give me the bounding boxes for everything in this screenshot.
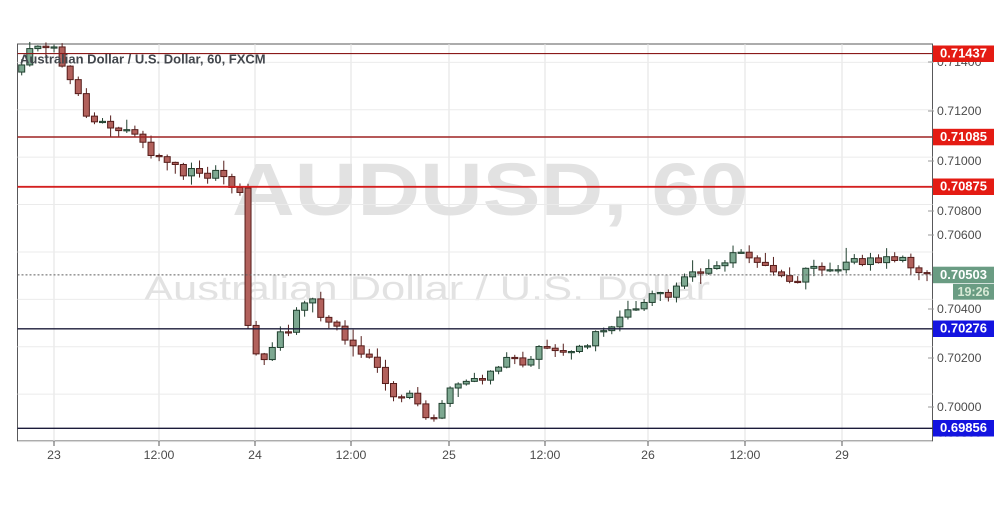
svg-text:AUDUSD, 60: AUDUSD, 60 bbox=[232, 148, 748, 231]
svg-text:0.70600: 0.70600 bbox=[937, 228, 982, 242]
svg-text:25: 25 bbox=[442, 448, 456, 462]
svg-text:0.69856: 0.69856 bbox=[940, 420, 987, 435]
svg-text:29: 29 bbox=[835, 448, 849, 462]
svg-text:26: 26 bbox=[641, 448, 655, 462]
svg-text:0.70200: 0.70200 bbox=[937, 351, 982, 365]
svg-text:Australian Dollar / U.S. Dolla: Australian Dollar / U.S. Dollar bbox=[144, 270, 710, 308]
svg-text:0.70875: 0.70875 bbox=[940, 179, 987, 194]
svg-text:12:00: 12:00 bbox=[530, 448, 561, 462]
svg-text:0.71085: 0.71085 bbox=[940, 129, 987, 144]
svg-text:0.71000: 0.71000 bbox=[937, 154, 982, 168]
svg-text:0.70800: 0.70800 bbox=[937, 204, 982, 218]
svg-text:0.71200: 0.71200 bbox=[937, 104, 982, 118]
svg-text:12:00: 12:00 bbox=[730, 448, 761, 462]
svg-text:0.70400: 0.70400 bbox=[937, 302, 982, 316]
svg-text:12:00: 12:00 bbox=[336, 448, 367, 462]
svg-text:Australian Dollar / U.S. Dolla: Australian Dollar / U.S. Dollar, 60, FXC… bbox=[20, 52, 266, 67]
svg-text:0.70276: 0.70276 bbox=[940, 321, 987, 336]
svg-text:0.71437: 0.71437 bbox=[940, 46, 987, 61]
svg-text:12:00: 12:00 bbox=[144, 448, 175, 462]
svg-text:24: 24 bbox=[248, 448, 262, 462]
svg-text:0.70000: 0.70000 bbox=[937, 400, 982, 414]
svg-text:19:26: 19:26 bbox=[958, 285, 990, 299]
svg-text:23: 23 bbox=[47, 448, 61, 462]
svg-text:0.70503: 0.70503 bbox=[940, 267, 987, 282]
